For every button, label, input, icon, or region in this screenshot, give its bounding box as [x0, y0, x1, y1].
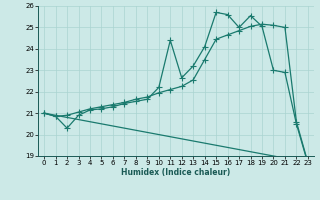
X-axis label: Humidex (Indice chaleur): Humidex (Indice chaleur) — [121, 168, 231, 177]
